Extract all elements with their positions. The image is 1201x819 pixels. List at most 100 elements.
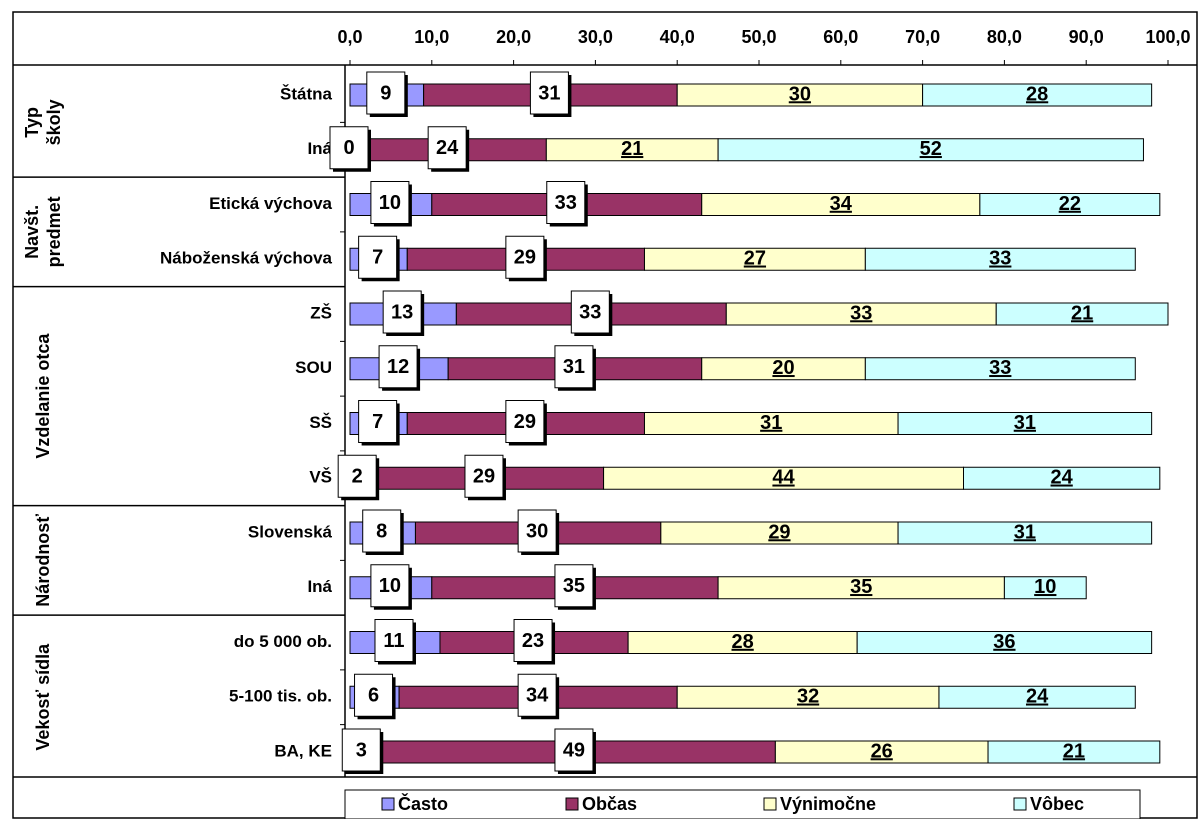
data-label: 26: [871, 740, 893, 762]
label-box: [370, 181, 410, 224]
data-label: 35: [563, 575, 585, 597]
legend-box: [344, 789, 1141, 819]
data-label: 29: [768, 521, 790, 543]
x-tick-label: 10,0: [414, 27, 449, 47]
data-label: 31: [1014, 521, 1036, 543]
group-label: Vekosť sídla: [33, 643, 53, 751]
category-label: Etická výchova: [209, 194, 332, 213]
label-box: [570, 290, 610, 334]
data-label: 10: [379, 575, 401, 597]
data-label: 3: [356, 739, 367, 761]
x-tick-label: 80,0: [987, 27, 1022, 47]
data-label: 34: [526, 685, 549, 707]
bar-segment: [938, 685, 1136, 709]
category-label: VŠ: [309, 468, 332, 487]
label-box: [505, 235, 545, 279]
data-label: 34: [830, 193, 853, 215]
legend-label: Často: [398, 793, 448, 814]
x-tick-label: 50,0: [741, 27, 776, 47]
label-box: [337, 454, 377, 498]
x-tick-label: 30,0: [578, 27, 613, 47]
label-box: [529, 71, 569, 115]
category-label: do 5 000 ob.: [234, 632, 332, 651]
data-label: 2: [352, 466, 363, 488]
data-label: 31: [760, 412, 782, 434]
x-tick-label: 90,0: [1069, 27, 1104, 47]
data-label: 30: [526, 520, 548, 542]
data-label: 31: [538, 82, 560, 104]
data-label: 21: [1063, 740, 1085, 762]
category-label: Štátna: [280, 84, 333, 103]
data-label: 28: [732, 631, 754, 653]
category-label: Iná: [307, 577, 332, 596]
legend-label: Občas: [582, 794, 637, 814]
label-box: [554, 564, 594, 608]
data-label: 31: [563, 356, 585, 378]
x-tick-label: 60,0: [823, 27, 858, 47]
data-label: 7: [372, 411, 383, 433]
data-label: 28: [1026, 83, 1048, 105]
bar-segment: [717, 138, 1144, 162]
x-tick-label: 40,0: [660, 27, 695, 47]
data-label: 6: [368, 685, 379, 707]
data-label: 35: [850, 576, 872, 598]
label-box: [517, 509, 557, 553]
data-label: 29: [514, 411, 536, 433]
data-label: 29: [514, 247, 536, 269]
label-box: [464, 454, 504, 498]
category-label: Iná: [307, 139, 332, 158]
legend-label: Výnimočne: [780, 794, 876, 814]
data-label: 22: [1059, 193, 1081, 215]
label-box: [362, 509, 402, 553]
legend-swatch: [1013, 797, 1027, 811]
bar-segment: [995, 302, 1169, 326]
label-box: [513, 619, 553, 662]
label-box: [370, 564, 410, 608]
legend-swatch: [763, 797, 777, 811]
data-label: 10: [1034, 576, 1056, 598]
label-box: [427, 126, 467, 170]
label-box: [546, 181, 586, 224]
data-label: 30: [789, 83, 811, 105]
label-box: [505, 400, 545, 443]
label-box: [554, 728, 594, 772]
data-label: 24: [1026, 686, 1049, 708]
data-label: 20: [772, 357, 794, 379]
data-label: 36: [993, 631, 1015, 653]
bar-segment: [897, 521, 1153, 545]
x-tick-label: 20,0: [496, 27, 531, 47]
label-box: [341, 728, 381, 772]
data-label: 32: [797, 686, 819, 708]
category-label: SŠ: [309, 413, 332, 432]
legend-label: Vôbec: [1030, 794, 1084, 814]
category-label: Náboženská výchova: [160, 249, 333, 268]
legend-swatch: [565, 797, 579, 811]
data-label: 8: [376, 520, 387, 542]
data-label: 33: [989, 357, 1011, 379]
data-label: 21: [1071, 302, 1093, 324]
label-box: [374, 619, 414, 662]
bar-segment: [897, 412, 1153, 435]
data-label: 12: [387, 356, 409, 378]
data-label: 0: [343, 137, 354, 159]
label-box: [554, 345, 594, 389]
data-label: 27: [744, 248, 766, 270]
data-label: 49: [563, 739, 585, 761]
bar-segment: [987, 740, 1161, 764]
category-label: BA, KE: [274, 741, 332, 760]
data-label: 10: [379, 192, 401, 214]
data-label: 23: [522, 630, 544, 652]
group-label: Typ: [22, 107, 42, 138]
label-box: [358, 235, 398, 279]
group-label: predmet: [44, 196, 64, 267]
data-label: 33: [989, 248, 1011, 270]
label-box: [378, 345, 418, 389]
bar-segment: [922, 83, 1153, 107]
bar-segment: [963, 466, 1161, 490]
bar-segment: [1003, 576, 1087, 600]
bar-segment: [864, 247, 1136, 271]
legend-swatch: [381, 797, 395, 811]
category-label: ZŠ: [310, 303, 332, 322]
bar-segment: [864, 357, 1136, 381]
